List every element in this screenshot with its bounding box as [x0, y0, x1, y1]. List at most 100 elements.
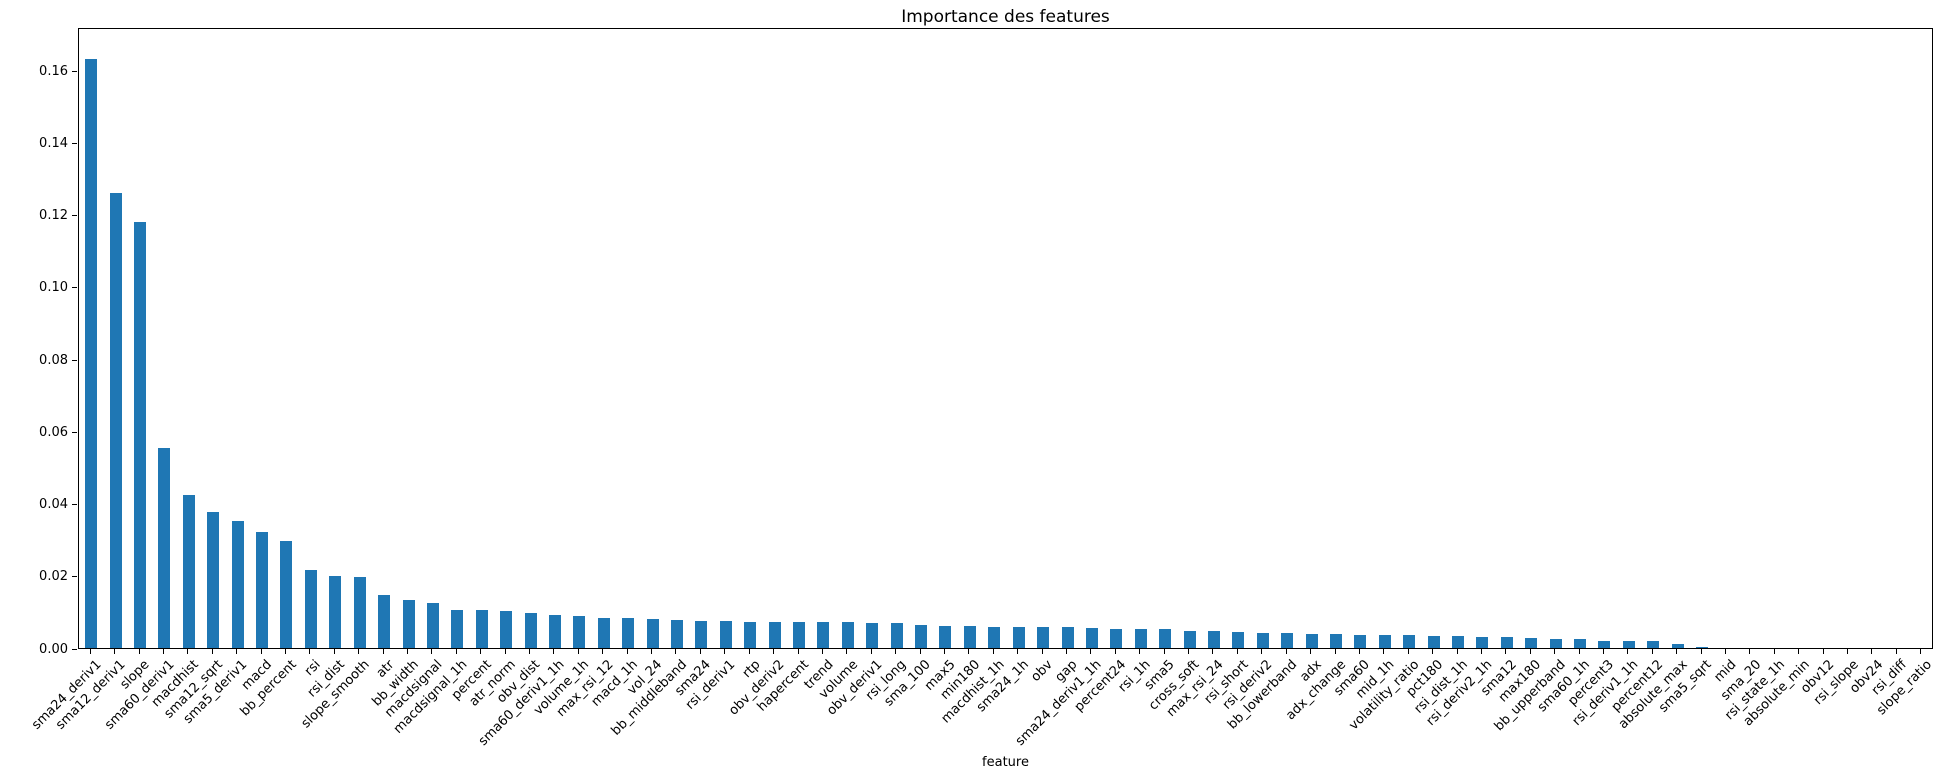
bar [647, 619, 659, 648]
bar [525, 613, 537, 648]
x-tick-mark [1383, 649, 1385, 654]
x-tick-mark [1554, 649, 1556, 654]
bar [183, 495, 195, 648]
x-tick-mark [1725, 649, 1727, 654]
y-tick-label: 0.14 [39, 136, 68, 152]
bar [1159, 629, 1171, 648]
x-tick-mark [1261, 649, 1263, 654]
y-tick-mark [72, 576, 77, 578]
bar [500, 611, 512, 648]
bar [1110, 629, 1122, 648]
x-tick-mark [895, 649, 897, 654]
x-tick-mark [1066, 649, 1068, 654]
bar [403, 600, 415, 648]
x-tick-mark [651, 649, 653, 654]
bar [207, 512, 219, 648]
x-tick-mark [1480, 649, 1482, 654]
x-tick-mark [211, 649, 213, 654]
y-tick-label: 0.00 [39, 641, 68, 657]
x-tick-mark [1847, 649, 1849, 654]
bar [329, 576, 341, 648]
bar [1379, 635, 1391, 648]
x-tick-mark [1114, 649, 1116, 654]
bar [720, 621, 732, 648]
x-tick-mark [1627, 649, 1629, 654]
x-tick-mark [1529, 649, 1531, 654]
x-tick-mark [1310, 649, 1312, 654]
y-tick-label: 0.12 [39, 208, 68, 224]
x-tick-mark [675, 649, 677, 654]
x-tick-mark [870, 649, 872, 654]
bar [842, 622, 854, 648]
bar [1476, 637, 1488, 648]
y-tick-label: 0.08 [39, 352, 68, 368]
x-tick-mark [138, 649, 140, 654]
x-tick-mark [187, 649, 189, 654]
x-tick-mark [699, 649, 701, 654]
bar [305, 570, 317, 648]
bar [232, 521, 244, 648]
x-tick-mark [1334, 649, 1336, 654]
bar [793, 622, 805, 648]
bar [939, 626, 951, 648]
x-tick-mark [1407, 649, 1409, 654]
x-tick-mark [358, 649, 360, 654]
x-tick-mark [1432, 649, 1434, 654]
bar [744, 622, 756, 648]
y-tick-mark [72, 359, 77, 361]
y-tick-mark [72, 143, 77, 145]
bar [866, 623, 878, 648]
x-tick-mark [968, 649, 970, 654]
bar [1623, 641, 1635, 648]
x-tick-mark [1041, 649, 1043, 654]
x-tick-mark [382, 649, 384, 654]
bar [769, 622, 781, 648]
bar [1037, 627, 1049, 648]
bar [988, 627, 1000, 648]
x-tick-mark [529, 649, 531, 654]
x-tick-mark [1895, 649, 1897, 654]
bar [354, 577, 366, 648]
bar [280, 541, 292, 648]
bar [1062, 627, 1074, 648]
x-tick-mark [1798, 649, 1800, 654]
x-tick-mark [1285, 649, 1287, 654]
x-tick-mark [992, 649, 994, 654]
x-tick-mark [846, 649, 848, 654]
bar [1647, 641, 1659, 648]
x-tick-mark [309, 649, 311, 654]
x-tick-mark [626, 649, 628, 654]
x-tick-mark [1676, 649, 1678, 654]
x-tick-mark [1651, 649, 1653, 654]
bar [1208, 631, 1220, 648]
x-tick-mark [724, 649, 726, 654]
x-tick-mark [431, 649, 433, 654]
y-tick-mark [72, 287, 77, 289]
bar [817, 622, 829, 648]
x-axis-label: feature [982, 755, 1029, 770]
bar [1135, 629, 1147, 648]
bar [1574, 639, 1586, 648]
x-tick-mark [1822, 649, 1824, 654]
bar [1598, 641, 1610, 648]
bar [256, 532, 268, 648]
x-tick-mark [260, 649, 262, 654]
x-tick-mark [480, 649, 482, 654]
x-tick-mark [407, 649, 408, 654]
bar [1403, 635, 1415, 648]
bar [134, 222, 146, 648]
bar [110, 193, 122, 648]
y-tick-label: 0.16 [39, 63, 68, 79]
bar [1525, 638, 1537, 648]
bar [85, 59, 97, 648]
y-tick-label: 0.02 [39, 569, 68, 585]
bar [1330, 634, 1342, 648]
bar [1281, 633, 1293, 648]
x-tick-mark [1163, 649, 1165, 654]
y-tick-mark [72, 504, 77, 506]
x-tick-mark [1602, 649, 1604, 654]
bar [1306, 634, 1318, 648]
x-tick-mark [1871, 649, 1873, 654]
bar [476, 610, 488, 648]
y-tick-mark [72, 431, 77, 433]
